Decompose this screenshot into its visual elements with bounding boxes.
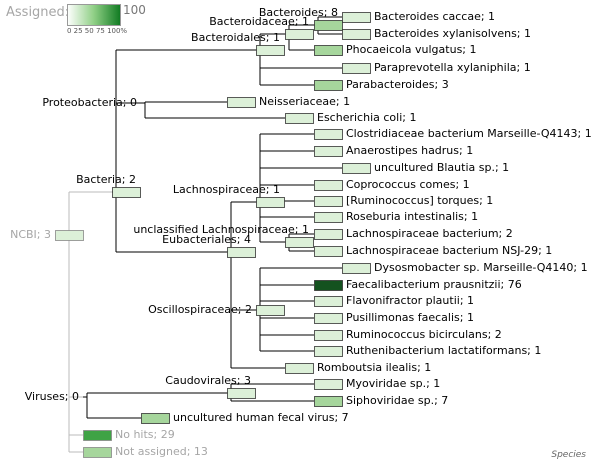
node-box-bacteroidaceae[interactable] <box>286 30 314 40</box>
node-box-myoviridae[interactable] <box>315 380 343 390</box>
node-label-caudovirales: Caudovirales; 3 <box>165 374 251 387</box>
node-box-caudovirales[interactable] <box>228 389 256 399</box>
node-label-roseburia: Roseburia intestinalis; 1 <box>346 210 478 223</box>
node-label-ruthenibact: Ruthenibacterium lactatiformans; 1 <box>346 344 541 357</box>
node-box-eubacteriales[interactable] <box>228 248 256 258</box>
node-label-b_xylan: Bacteroides xylanisolvens; 1 <box>374 27 531 40</box>
node-box-dysosmo[interactable] <box>343 264 371 274</box>
node-label-phocaeicola: Phocaeicola vulgatus; 1 <box>346 43 477 56</box>
node-box-nohits[interactable] <box>84 431 112 441</box>
node-box-bacteroidales[interactable] <box>257 46 285 56</box>
node-label-ecoli: Escherichia coli; 1 <box>317 111 416 124</box>
node-label-unc_fecal_virus: uncultured human fecal virus; 7 <box>173 411 349 424</box>
node-label-dysosmo: Dysosmobacter sp. Marseille-Q4140; 1 <box>374 261 588 274</box>
node-label-lachno_nsj: Lachnospiraceae bacterium NSJ-29; 1 <box>346 244 552 257</box>
node-box-unc_fecal_virus[interactable] <box>142 414 170 424</box>
node-label-coprococcus: Coprococcus comes; 1 <box>346 178 470 191</box>
node-box-roseburia[interactable] <box>315 213 343 223</box>
node-box-faecali[interactable] <box>315 281 343 291</box>
node-label-flavonifractor: Flavonifractor plautii; 1 <box>346 294 474 307</box>
node-label-siphoviridae: Siphoviridae sp.; 7 <box>346 394 448 407</box>
node-box-ruthenibact[interactable] <box>315 347 343 357</box>
node-label-b_caccae: Bacteroides caccae; 1 <box>374 10 495 23</box>
node-box-paraprevotella[interactable] <box>343 64 371 74</box>
node-box-b_caccae[interactable] <box>343 13 371 23</box>
node-label-lachno_bact: Lachnospiraceae bacterium; 2 <box>346 227 513 240</box>
node-box-anaerostipes[interactable] <box>315 147 343 157</box>
node-box-rumbicirc[interactable] <box>315 331 343 341</box>
node-box-lachno_nsj[interactable] <box>315 247 343 257</box>
node-box-bacteroides[interactable] <box>315 21 343 31</box>
node-label-paraprevotella: Paraprevotella xylaniphila; 1 <box>374 61 531 74</box>
node-label-anaerostipes: Anaerostipes hadrus; 1 <box>346 144 473 157</box>
node-box-ecoli[interactable] <box>286 114 314 124</box>
node-box-clostridiaceae[interactable] <box>315 130 343 140</box>
node-box-lachno_bact[interactable] <box>315 230 343 240</box>
node-label-clostridiaceae: Clostridiaceae bacterium Marseille-Q4143… <box>346 127 592 140</box>
node-label-neisseriaceae: Neisseriaceae; 1 <box>259 95 350 108</box>
node-label-pusillimonas: Pusillimonas faecalis; 1 <box>346 311 474 324</box>
node-box-b_xylan[interactable] <box>343 30 371 40</box>
node-label-oscillospiraceae: Oscillospiraceae; 2 <box>148 303 252 316</box>
node-box-romboutsia[interactable] <box>286 364 314 374</box>
node-box-flavonifractor[interactable] <box>315 297 343 307</box>
node-label-notassigned: Not assigned; 13 <box>115 445 208 458</box>
node-label-bacteria: Bacteria; 2 <box>76 173 136 186</box>
node-box-siphoviridae[interactable] <box>315 397 343 407</box>
node-label-lachnospiraceae: Lachnospiraceae; 1 <box>173 183 280 196</box>
node-label-rumtorques: [Ruminococcus] torques; 1 <box>346 194 493 207</box>
node-box-unclass_lachno[interactable] <box>286 238 314 248</box>
node-label-rumbicirc: Ruminococcus bicirculans; 2 <box>346 328 502 341</box>
node-box-oscillospiraceae[interactable] <box>257 306 285 316</box>
node-box-neisseriaceae[interactable] <box>228 98 256 108</box>
node-label-faecali: Faecalibacterium prausnitzii; 76 <box>346 278 522 291</box>
node-box-pusillimonas[interactable] <box>315 314 343 324</box>
node-box-phocaeicola[interactable] <box>315 46 343 56</box>
node-label-unclass_lachno: unclassified Lachnospiraceae; 1 <box>133 223 309 236</box>
node-box-notassigned[interactable] <box>84 448 112 458</box>
node-label-bacteroidales: Bacteroidales; 1 <box>191 31 280 44</box>
node-box-rumtorques[interactable] <box>315 197 343 207</box>
node-box-ncbi[interactable] <box>56 231 84 241</box>
node-box-blautia[interactable] <box>343 164 371 174</box>
node-box-bacteria[interactable] <box>113 188 141 198</box>
node-label-myoviridae: Myoviridae sp.; 1 <box>346 377 440 390</box>
node-box-coprococcus[interactable] <box>315 181 343 191</box>
node-label-viruses: Viruses; 0 <box>25 390 79 403</box>
node-label-romboutsia: Romboutsia ilealis; 1 <box>317 361 431 374</box>
node-label-ncbi: NCBI; 3 <box>10 228 51 241</box>
node-box-lachnospiraceae[interactable] <box>257 198 285 208</box>
rank-label: Species <box>551 450 586 460</box>
node-label-parabacteroides: Parabacteroides; 3 <box>346 78 449 91</box>
node-label-blautia: uncultured Blautia sp.; 1 <box>374 161 509 174</box>
node-box-parabacteroides[interactable] <box>315 81 343 91</box>
node-label-proteobacteria: Proteobacteria; 0 <box>42 96 137 109</box>
node-label-nohits: No hits; 29 <box>115 428 175 441</box>
node-label-bacteroides: Bacteroides; 8 <box>259 6 338 19</box>
